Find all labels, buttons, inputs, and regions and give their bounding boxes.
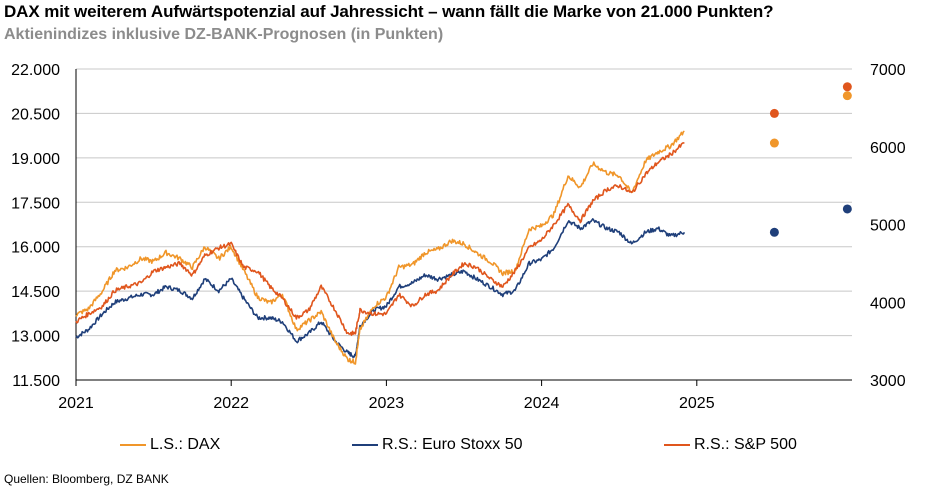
legend-item-stoxx: R.S.: Euro Stoxx 50 [352,436,523,454]
forecast-point-dax [842,82,852,92]
chart-subtitle: Aktienindizes inklusive DZ-BANK-Prognose… [4,26,444,43]
y-left-tick-label: 17.500 [11,195,60,212]
x-tick-label: 2022 [213,395,249,412]
legend-label-stoxx: R.S.: Euro Stoxx 50 [382,436,523,453]
x-axis: 2021 2022 2023 2024 2025 [58,69,715,412]
y-right-tick-label: 7000 [870,62,906,79]
y-axis-left: 11.500 13.000 14.500 16.000 17.500 19.000 20.5… [11,62,60,390]
legend-swatch-sp500 [664,444,690,446]
forecast-point-dax [769,138,779,148]
series-lines [75,130,686,365]
source-note: Quellen: Bloomberg, DZ BANK [4,472,169,486]
legend-swatch-stoxx [352,444,378,446]
forecast-point-stoxx [842,204,852,214]
legend-item-dax: L.S.: DAX [120,436,220,454]
forecast-point-stoxx [769,227,779,237]
y-left-tick-label: 19.000 [11,151,60,168]
x-tick-label: 2025 [679,395,715,412]
y-right-tick-label: 6000 [870,140,906,157]
y-left-tick-label: 20.500 [11,106,60,123]
forecast-point-dax [842,91,852,101]
chart-title: DAX mit weiterem Aufwärtspotenzial auf J… [4,2,774,21]
gridlines [76,68,852,381]
series-line-dax [75,130,685,365]
series-line-stoxx [75,218,686,359]
legend-swatch-dax [120,444,146,446]
y-right-tick-label: 4000 [870,295,906,312]
legend-label-sp500: R.S.: S&P 500 [694,436,797,453]
y-left-tick-label: 11.500 [12,373,60,390]
forecast-point-dax [769,108,779,118]
x-tick-label: 2023 [369,395,405,412]
x-tick-label: 2021 [58,395,94,412]
series-line-sp500 [75,142,685,337]
line-chart: 11.500 13.000 14.500 16.000 17.500 19.000 20.5… [11,62,906,412]
y-left-tick-label: 13.000 [11,329,60,346]
y-right-tick-label: 5000 [870,218,906,235]
y-left-tick-label: 14.500 [11,284,60,301]
y-axis-right: 3000 4000 5000 6000 7000 [870,62,906,390]
y-right-tick-label: 3000 [870,373,906,390]
x-tick-label: 2024 [524,395,560,412]
y-left-tick-label: 22.000 [11,62,60,79]
legend-item-sp500: R.S.: S&P 500 [664,436,797,454]
legend-label-dax: L.S.: DAX [150,436,221,453]
y-left-tick-label: 16.000 [11,240,60,257]
forecast-points [769,82,852,237]
